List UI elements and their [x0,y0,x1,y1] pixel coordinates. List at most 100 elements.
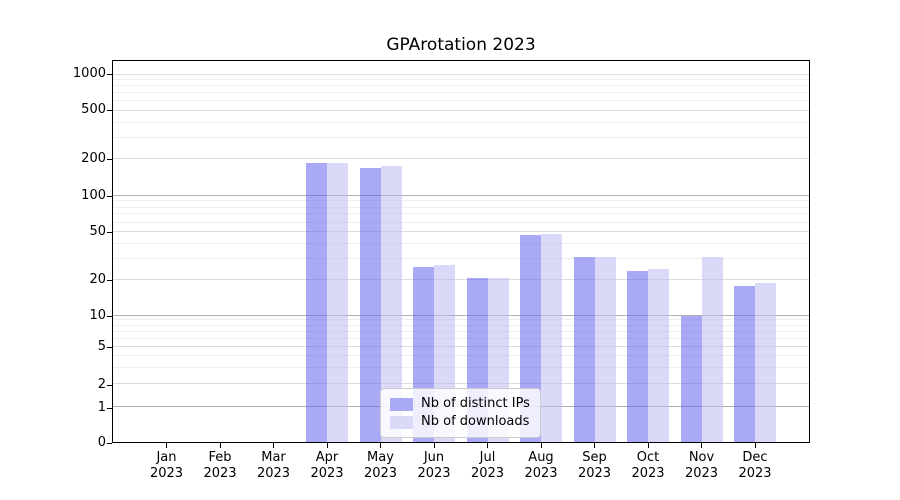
bar-downloads-dec [755,282,776,442]
gridline-minor [113,136,809,138]
gridline-minor [113,206,809,208]
gridline-minor [113,319,809,321]
x-tick-year: 2023 [470,466,505,481]
gridline-minor [113,100,809,102]
x-tick-label: Jul 2023 [448,450,528,482]
y-tick [107,280,112,282]
bar-ips-apr [306,163,327,442]
x-tick-label: Aug 2023 [501,450,581,482]
x-tick-label: Feb 2023 [180,450,260,482]
bar-ips-oct [627,270,648,442]
x-tick-label: May 2023 [341,450,421,482]
bar-downloads-may [380,165,402,442]
gridline-minor [113,213,809,215]
gridline-minor [113,92,809,94]
x-tick-year: 2023 [203,466,237,481]
y-tick [107,110,112,112]
y-tick [107,315,112,317]
gridline-labeled [113,279,809,281]
legend-item-downloads: Nb of downloads [390,414,531,430]
gridline-minor [113,258,809,259]
plot-area [112,60,810,443]
gridline-minor [113,242,809,244]
x-tick-month: Feb [208,450,232,465]
y-tick-label: 500 [81,102,106,118]
y-tick-label: 200 [81,150,106,166]
y-tick-label: 20 [89,272,106,288]
gridline-labeled [113,345,809,347]
x-tick-label: Jan 2023 [127,450,207,482]
y-tick-label: 100 [81,187,106,203]
gridline-minor [113,355,809,357]
y-tick [107,158,112,160]
bar-ips-dec [734,285,755,442]
bar-ips-nov [680,315,702,442]
legend: Nb of distinct IPs Nb of downloads [380,388,541,438]
x-tick [754,443,756,448]
x-tick [273,443,274,448]
x-tick-month: Jun [423,450,445,465]
x-tick-month: Nov [688,450,715,465]
x-tick-label: Jun 2023 [394,450,474,482]
bar-downloads-sep [594,257,616,442]
x-tick-year: 2023 [684,466,719,481]
y-tick-label: 0 [97,435,106,450]
gridline-minor [113,324,809,326]
bar-downloads-nov [701,257,723,442]
x-tick [647,443,649,448]
y-tick [107,443,112,444]
gridline-minor [113,200,809,202]
x-tick-label: Nov 2023 [662,450,742,482]
x-tick-year: 2023 [417,466,451,481]
x-tick-label: Apr 2023 [287,450,367,482]
x-tick [594,443,595,448]
gridline-labeled [113,383,809,385]
x-tick-year: 2023 [310,466,344,481]
y-tick [107,347,112,349]
x-tick [166,443,167,448]
x-tick [433,443,435,448]
x-tick-month: Aug [528,450,554,465]
x-tick [701,443,702,448]
x-tick-month: Dec [742,450,768,465]
x-tick-month: Jul [479,450,496,465]
x-tick-year: 2023 [363,466,398,481]
gridline-minor [113,79,809,81]
x-tick [326,443,328,448]
gridline-labeled [113,158,809,159]
bar-ips-may [359,167,381,442]
x-tick-year: 2023 [524,466,558,481]
x-tick-month: Jan [156,450,177,465]
gridline-major [113,314,809,316]
x-tick-label: Sep 2023 [555,450,635,482]
chart-title: GPArotation 2023 [386,35,536,55]
x-tick [487,443,488,448]
x-tick-year: 2023 [631,466,665,481]
y-tick [107,232,112,233]
x-tick [540,443,542,448]
x-tick [380,443,381,448]
y-tick-label: 50 [89,224,106,239]
x-tick-label: Mar 2023 [234,450,314,482]
gridline-minor [113,121,809,123]
gridline-minor [113,85,809,87]
gridline-minor [113,337,809,339]
x-tick-month: Apr [315,450,339,465]
y-tick-label: 10 [89,307,106,323]
bar-downloads-apr [327,163,348,442]
gridline-major [113,194,809,196]
legend-swatch-downloads [390,415,413,429]
x-tick-month: Mar [261,450,286,465]
legend-swatch-ips [390,397,413,411]
gridline-labeled [113,231,809,233]
x-tick [219,443,221,448]
y-tick-label: 1 [97,399,106,415]
y-tick [107,385,112,386]
bar-downloads-aug [541,234,562,442]
x-tick-year: 2023 [256,466,291,481]
gridline-labeled [113,73,809,75]
x-tick-label: Dec 2023 [715,450,795,482]
x-tick-year: 2023 [149,466,184,481]
gridline-minor [113,330,809,332]
